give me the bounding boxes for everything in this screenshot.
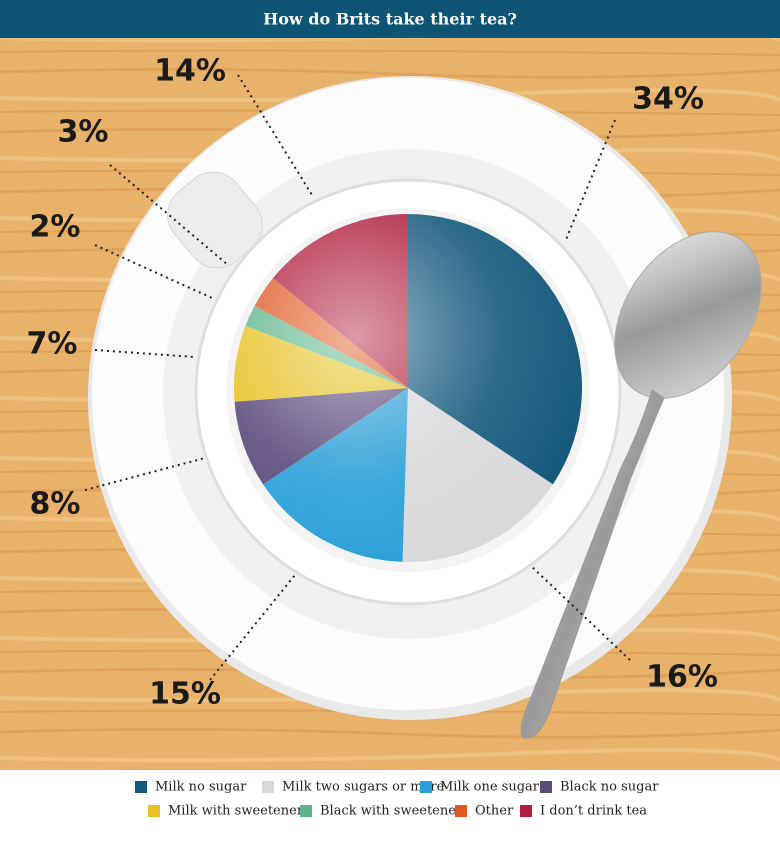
chart-title: How do Brits take their tea? xyxy=(263,10,517,29)
legend-swatch xyxy=(540,781,552,793)
legend-swatch xyxy=(300,805,312,817)
legend-swatch xyxy=(262,781,274,793)
title-bar xyxy=(0,0,780,38)
value-label: 14% xyxy=(154,54,226,89)
value-label: 8% xyxy=(30,487,81,522)
legend-label: Milk no sugar xyxy=(155,780,247,795)
value-label: 7% xyxy=(27,327,78,362)
legend-label: Black no sugar xyxy=(560,780,659,795)
legend-label: Black with sweetener xyxy=(320,804,463,819)
value-label: 34% xyxy=(632,82,704,117)
legend-label: Milk two sugars or more xyxy=(282,780,445,795)
value-label: 16% xyxy=(646,660,718,695)
value-label: 2% xyxy=(30,210,81,245)
legend-swatch xyxy=(520,805,532,817)
legend-label: Milk with sweetener xyxy=(168,804,304,819)
leader-line xyxy=(109,164,229,266)
leader-line xyxy=(84,457,206,491)
legend-label: I don’t drink tea xyxy=(540,804,647,819)
legend-swatch xyxy=(135,781,147,793)
spoon xyxy=(520,231,762,739)
legend-label: Milk one sugar xyxy=(440,780,540,795)
legend-swatch xyxy=(420,781,432,793)
leader-line xyxy=(209,574,296,681)
value-label: 3% xyxy=(58,115,109,150)
legend-label: Other xyxy=(475,804,514,819)
legend-swatch xyxy=(455,805,467,817)
legend-area xyxy=(0,770,780,846)
legend-swatch xyxy=(148,805,160,817)
value-label: 15% xyxy=(149,677,221,712)
leader-line xyxy=(564,119,616,243)
leader-line xyxy=(529,564,631,661)
